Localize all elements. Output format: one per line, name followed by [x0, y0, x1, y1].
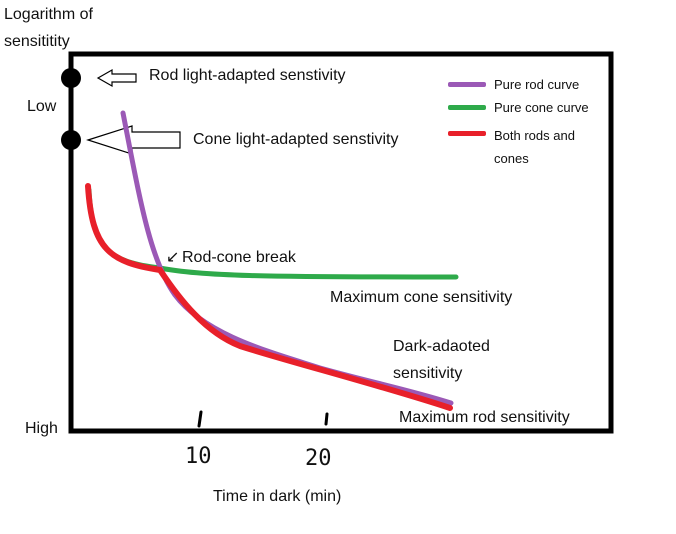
cone-threshold-dot [61, 130, 81, 150]
cone-arrow-icon [86, 125, 181, 155]
rod-cone-break-arrow: ↙ [166, 249, 180, 266]
y-axis-low-label: Low [27, 98, 57, 115]
legend-cone-swatch [448, 105, 486, 110]
y-axis-title-line2: sensititity [4, 33, 70, 50]
legend-rod-swatch [448, 82, 486, 87]
y-axis-title-line1: Logarithm of [4, 6, 93, 23]
x-tick-label-10: 10 [185, 444, 212, 469]
legend-both-swatch [448, 131, 486, 136]
max-rod-label: Maximum rod sensitivity [399, 409, 570, 426]
x-tick-20 [324, 412, 329, 426]
dark-adapted-label-line1: Dark-adaoted [393, 338, 490, 355]
x-axis-title: Time in dark (min) [213, 488, 342, 505]
cone-light-adapted-label: Cone light-adapted senstivity [193, 131, 399, 148]
plot-frame [68, 51, 614, 434]
rod-arrow-icon [96, 68, 137, 88]
x-tick-label-20: 20 [305, 446, 332, 471]
legend-both-label-line1: Both rods and [494, 128, 575, 143]
x-tick-10 [197, 410, 203, 428]
legend-rod-label: Pure rod curve [494, 77, 580, 92]
rod-light-adapted-label: Rod light-adapted senstivity [149, 67, 346, 84]
combined-curve [85, 183, 453, 411]
rod-cone-break-label: Rod-cone break [182, 249, 296, 266]
max-cone-label: Maximum cone sensitivity [330, 289, 513, 306]
legend-both-label-line2: cones [494, 151, 529, 166]
dark-adapted-label-line2: sensitivity [393, 365, 463, 382]
rod-threshold-dot [61, 68, 81, 88]
legend-cone-label: Pure cone curve [494, 100, 589, 115]
y-axis-high-label: High [25, 420, 58, 437]
